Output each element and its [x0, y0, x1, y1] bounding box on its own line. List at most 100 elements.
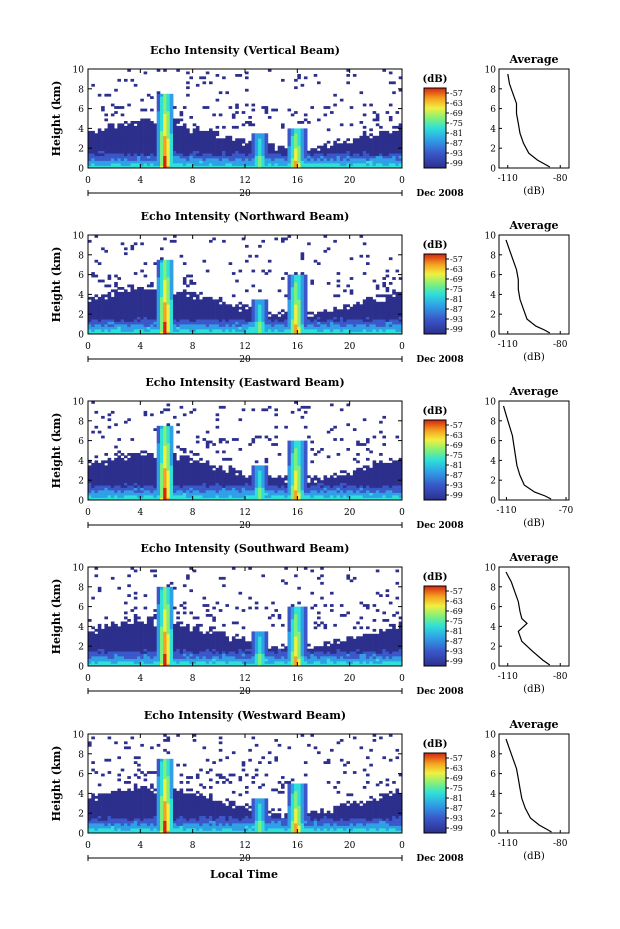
- heatmap-cell: [176, 497, 180, 501]
- heatmap-cell: [169, 279, 174, 283]
- heatmap-cell: [189, 319, 193, 322]
- heatmap-cell: [94, 472, 99, 476]
- heatmap-cell: [215, 145, 220, 149]
- heatmap-cell: [117, 158, 121, 161]
- heatmap-cell: [388, 470, 393, 474]
- heatmap-cell: [323, 314, 328, 317]
- heatmap-cell: [153, 319, 157, 322]
- heatmap-cell: [124, 78, 128, 82]
- heatmap-cell: [150, 291, 154, 295]
- heatmap-cell: [209, 480, 213, 483]
- heatmap-cell: [294, 306, 298, 310]
- heatmap-cell: [212, 324, 216, 327]
- heatmap-cell: [297, 450, 301, 454]
- heatmap-cell: [212, 497, 216, 501]
- heatmap-cell: [137, 319, 141, 322]
- heatmap-cell: [166, 321, 171, 325]
- heatmap-cell: [137, 155, 141, 159]
- heatmap-cell: [241, 153, 246, 156]
- heatmap-cell: [133, 472, 138, 476]
- heatmap-cell: [150, 135, 154, 139]
- heatmap-cell: [91, 155, 95, 159]
- heatmap-cell: [284, 165, 288, 169]
- heatmap-cell: [245, 495, 249, 498]
- heatmap-cell: [209, 301, 213, 305]
- heatmap-cell: [173, 311, 177, 315]
- heatmap-cell: [182, 485, 187, 488]
- heatmap-cell: [297, 130, 301, 134]
- heatmap-cell: [228, 470, 233, 474]
- heatmap-cell: [186, 457, 190, 461]
- heatmap-cell: [104, 316, 108, 320]
- heatmap-cell: [375, 160, 380, 164]
- heatmap-cell: [395, 148, 400, 151]
- heatmap-cell: [300, 415, 305, 419]
- heatmap-cell: [107, 413, 112, 417]
- colorbar: [423, 87, 447, 169]
- heatmap-cell: [245, 309, 249, 313]
- heatmap-cell: [91, 301, 95, 305]
- heatmap-cell: [140, 475, 144, 479]
- heatmap-cell: [385, 304, 390, 308]
- heatmap-cell: [290, 482, 295, 486]
- heatmap-cell: [179, 480, 184, 483]
- heatmap-cell: [310, 326, 314, 330]
- heatmap-cell: [160, 490, 164, 493]
- heatmap-cell: [218, 319, 223, 322]
- heatmap-cell: [140, 242, 144, 246]
- heatmap-cell: [205, 160, 210, 164]
- heatmap-cell: [127, 495, 131, 498]
- heatmap-cell: [392, 277, 396, 280]
- heatmap-cell: [117, 472, 121, 476]
- heatmap-cell: [248, 155, 252, 159]
- heatmap-cell: [166, 475, 171, 479]
- heatmap-cell: [156, 440, 161, 444]
- heatmap-cell: [133, 148, 138, 151]
- heatmap-cell: [212, 321, 216, 325]
- heatmap-cell: [176, 445, 180, 449]
- heatmap-cell: [179, 140, 184, 144]
- heatmap-cell: [117, 150, 121, 154]
- heatmap-cell: [300, 316, 305, 320]
- heatmap-cell: [169, 291, 174, 295]
- heatmap-cell: [127, 123, 131, 127]
- heatmap-cell: [392, 155, 396, 159]
- heatmap-cell: [238, 306, 243, 310]
- heatmap-cell: [251, 103, 256, 107]
- heatmap-cell: [349, 331, 354, 335]
- heatmap-cell: [346, 492, 350, 496]
- heatmap-cells: [88, 401, 403, 501]
- heatmap-cell: [166, 296, 171, 300]
- heatmap-cell: [104, 487, 108, 491]
- heatmap-cell: [209, 324, 213, 327]
- heatmap-cell: [182, 106, 187, 109]
- heatmap-cell: [320, 448, 324, 451]
- heatmap-cell: [271, 485, 275, 488]
- heatmap-cell: [107, 138, 112, 142]
- heatmap-cell: [153, 138, 157, 142]
- heatmap-cell: [303, 150, 308, 154]
- heatmap-cell: [163, 485, 167, 488]
- heatmap-cell: [202, 329, 207, 332]
- heatmap-cell: [294, 462, 298, 466]
- heatmap-cell: [127, 475, 131, 479]
- heatmap-cell: [264, 477, 269, 481]
- heatmap-cell: [300, 155, 305, 159]
- heatmap-cell: [202, 150, 207, 154]
- heatmap-cell: [199, 158, 203, 161]
- heatmap-cell: [137, 314, 141, 317]
- heatmap-cell: [362, 314, 367, 317]
- heatmap-cell: [392, 470, 396, 474]
- heatmap-cell: [267, 311, 272, 315]
- heatmap-cell: [182, 316, 187, 320]
- heatmap-cell: [117, 155, 121, 159]
- heatmap-cell: [395, 294, 400, 298]
- heatmap-cell: [261, 480, 265, 483]
- heatmap-cell: [192, 462, 197, 466]
- heatmap-cell: [91, 135, 95, 139]
- heatmap-cell: [215, 482, 220, 486]
- heatmap-cell: [294, 148, 298, 151]
- heatmap-cell: [88, 490, 92, 493]
- heatmap-cell: [225, 155, 229, 159]
- heatmap-cell: [362, 163, 367, 166]
